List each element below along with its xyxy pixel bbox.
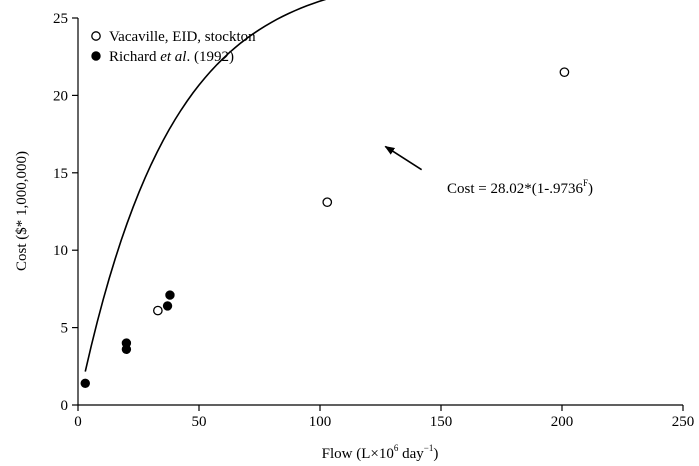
- legend-label-richard: Richard et al. (1992): [109, 49, 234, 65]
- x-tick-label-2: 100: [309, 414, 332, 430]
- annotation-arrow: [384, 145, 423, 171]
- y-axis-label: Cost ($* 1,000,000): [14, 151, 30, 271]
- open-point-1: [322, 197, 333, 208]
- filled-point-4: [165, 290, 175, 300]
- x-axis-label: Flow (L×106 day−1): [322, 443, 439, 462]
- y-tick-label-5: 25: [53, 11, 68, 27]
- filled-point-2: [121, 338, 132, 348]
- y-tick-label-4: 20: [53, 88, 68, 104]
- x-tick-label-5: 250: [672, 414, 695, 430]
- legend-open-circle-marker: [91, 31, 101, 41]
- fit-formula-label: Cost = 28.02*(1-.9736F): [447, 178, 593, 197]
- x-axis-ticks: 0 50 100 150 200 250: [74, 405, 694, 430]
- x-tick-label-1: 50: [192, 414, 207, 430]
- y-tick-label-1: 5: [61, 321, 69, 337]
- filled-point-3: [162, 301, 173, 311]
- y-axis-ticks: 0 5 10 15 20 25: [53, 11, 78, 414]
- y-tick-label-0: 0: [61, 398, 69, 414]
- x-tick-label-3: 150: [430, 414, 453, 430]
- legend-filled-circle-marker: [91, 51, 101, 61]
- y-tick-label-3: 15: [53, 166, 68, 182]
- open-point-2: [559, 67, 570, 78]
- x-tick-label-4: 200: [551, 414, 574, 430]
- legend-label-vacaville: Vacaville, EID, stockton: [109, 29, 256, 45]
- fit-curve: [84, 0, 327, 372]
- y-tick-label-2: 10: [53, 243, 68, 259]
- x-tick-label-0: 0: [74, 414, 82, 430]
- legend: Vacaville, EID, stockton Richard et al. …: [91, 29, 256, 65]
- data-points: [80, 67, 570, 389]
- open-point-0: [153, 305, 163, 316]
- filled-point-0: [80, 378, 90, 389]
